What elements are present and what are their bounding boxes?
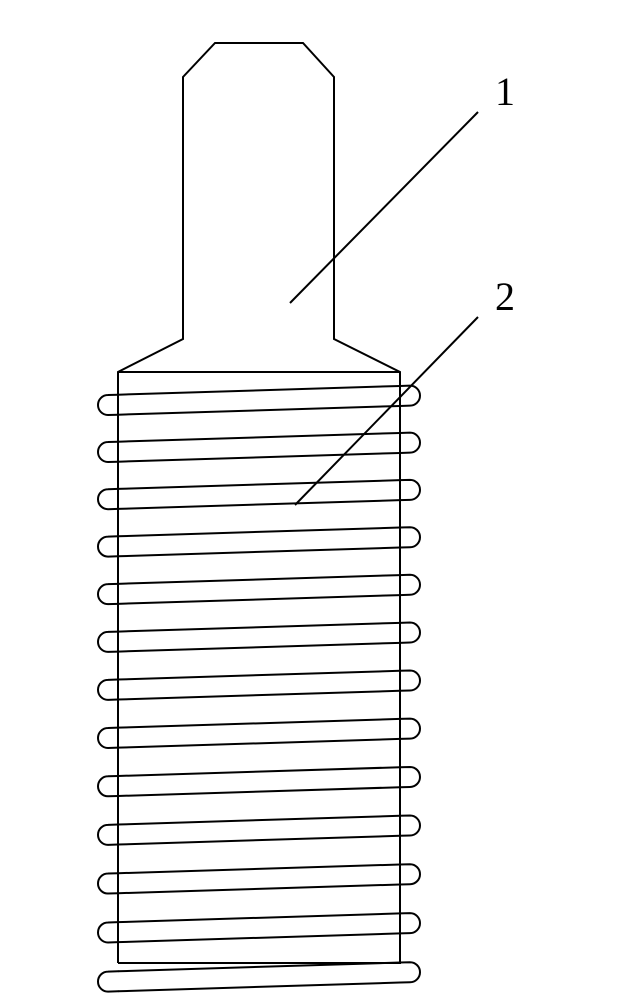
- callout-1-label: 1: [495, 69, 515, 114]
- callout-2-label: 2: [495, 274, 515, 319]
- technical-diagram: 12: [0, 0, 618, 1000]
